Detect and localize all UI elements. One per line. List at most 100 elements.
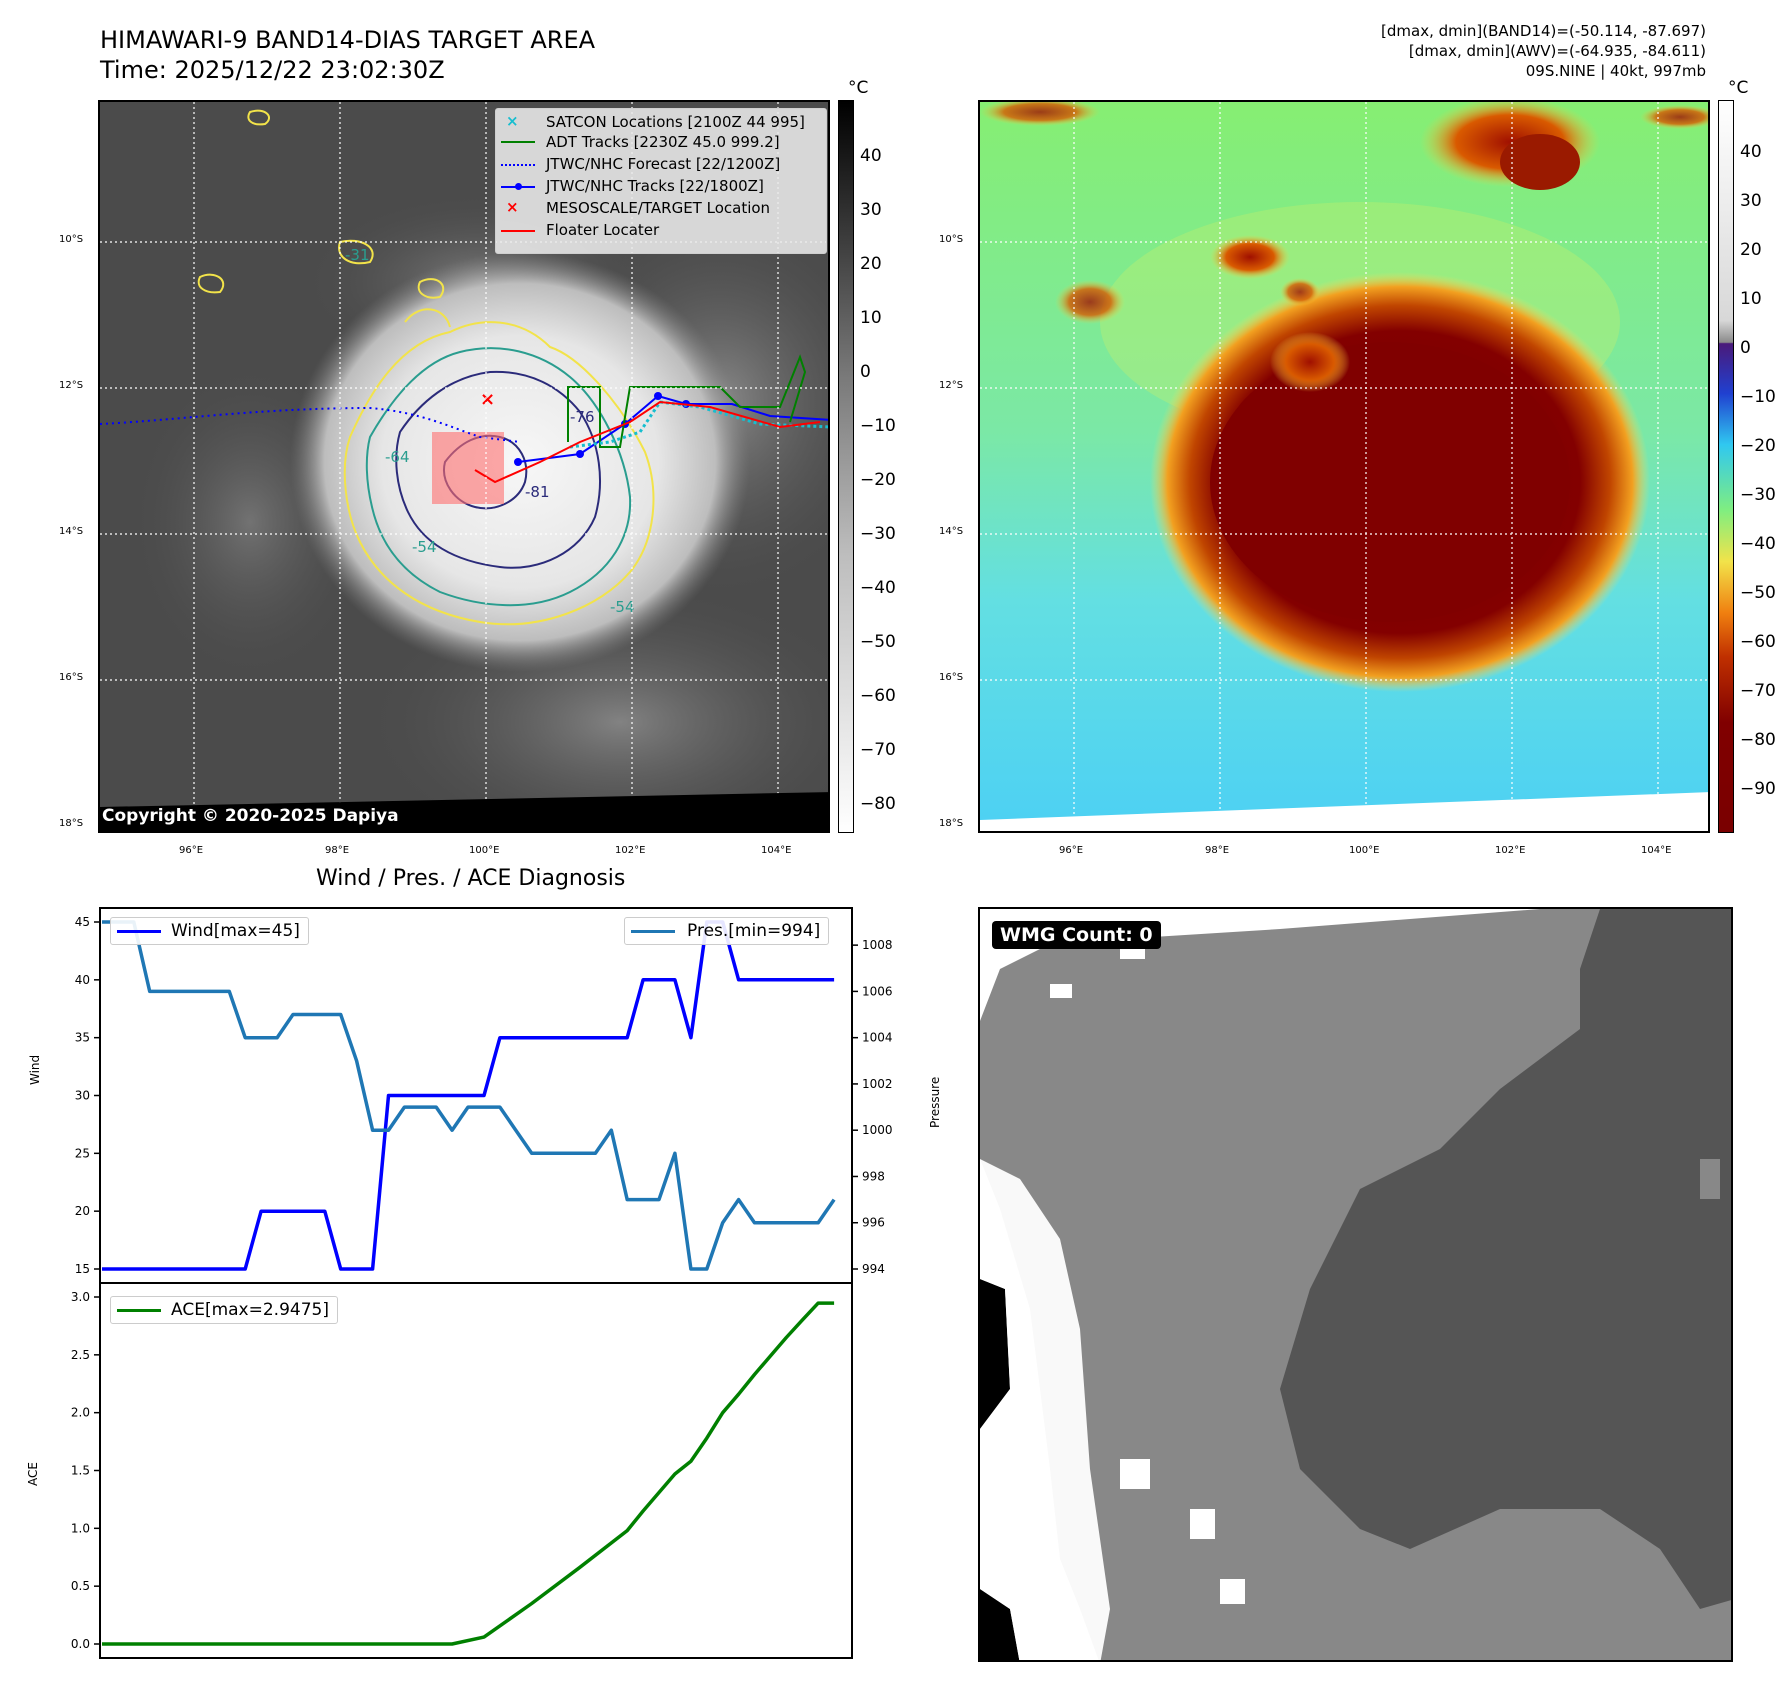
satcon-track <box>569 400 828 449</box>
ir-cb-tick: 0 <box>860 362 871 382</box>
floater-legend-icon <box>501 230 535 232</box>
y-tick-label: 35 <box>75 1031 90 1045</box>
ir-cb-tick: −30 <box>860 524 896 544</box>
lat-tick: 10°S <box>939 234 964 245</box>
ir-cb-tick: −70 <box>860 740 896 760</box>
lon-tick: 96°E <box>1059 845 1084 856</box>
pressure-legend-label: Pres.[min=994] <box>687 921 821 941</box>
lon-tick: 104°E <box>1641 845 1672 856</box>
enh-cb-tick: −20 <box>1740 436 1776 456</box>
ir-cb-tick: −20 <box>860 470 896 490</box>
y2-tick-label: 996 <box>862 1216 885 1230</box>
enh-cb-tick: −40 <box>1740 534 1776 554</box>
figure-time: Time: 2025/12/22 23:02:30Z <box>100 56 445 84</box>
lat-tick: 14°S <box>939 526 964 537</box>
y2-tick-label: 1004 <box>862 1031 893 1045</box>
ir-colorbar <box>838 100 854 833</box>
contour-label: -54 <box>412 538 437 556</box>
lon-tick: 98°E <box>1205 845 1230 856</box>
floater-track <box>474 400 821 484</box>
enh-cb-tick: −70 <box>1740 681 1776 701</box>
diagnosis-title: Wind / Pres. / ACE Diagnosis <box>316 866 626 891</box>
lat-tick: 16°S <box>59 672 84 683</box>
diagnosis-chart: 15 20 25 30 35 40 45 994 996 998 1000 1002 1004 1006 1… <box>71 907 893 1659</box>
enh-cb-tick: −10 <box>1740 387 1776 407</box>
pressure-legend: Pres.[min=994] <box>624 917 830 945</box>
y-tick-label: 0.5 <box>71 1579 90 1593</box>
ir-cb-tick: −60 <box>860 686 896 706</box>
lat-tick: 12°S <box>939 380 964 391</box>
y2-tick-label: 1000 <box>862 1123 893 1137</box>
enh-cb-tick: 30 <box>1740 191 1762 211</box>
y2-tick-label: 1002 <box>862 1077 893 1091</box>
legend-jtwc: JTWC/NHC Tracks [22/1800Z] <box>546 177 764 195</box>
ir-colorbar-unit: °C <box>848 78 869 98</box>
ace-series-line <box>102 1301 835 1646</box>
y-tick-label: 1.5 <box>71 1464 90 1478</box>
enh-cb-tick: −30 <box>1740 485 1776 505</box>
lon-tick: 102°E <box>615 845 646 856</box>
wmg-image <box>980 909 1731 1660</box>
pressure-axis-label: Pressure <box>928 1076 942 1128</box>
legend-floater: Floater Locater <box>546 221 660 239</box>
adt-legend-icon <box>501 141 535 143</box>
pressure-legend-line <box>631 930 675 933</box>
lat-tick: 18°S <box>939 818 964 829</box>
ir-cb-tick: −10 <box>860 416 896 436</box>
jtwc-legend-dot <box>515 183 522 190</box>
ace-legend: ACE[max=2.9475] <box>110 1296 338 1324</box>
y-tick-label: 30 <box>75 1089 90 1103</box>
lon-tick: 96°E <box>179 845 204 856</box>
y-tick-label: 2.0 <box>71 1406 90 1420</box>
lat-tick: 14°S <box>59 526 84 537</box>
jtwc-track <box>517 394 828 463</box>
band14-range: [dmax, dmin](BAND14)=(-50.114, -87.697) <box>1381 22 1706 40</box>
y2-tick-label: 998 <box>862 1169 885 1183</box>
y-tick-label: 2.5 <box>71 1348 90 1362</box>
wmg-count-badge: WMG Count: 0 <box>992 921 1161 949</box>
lon-tick: 104°E <box>761 845 792 856</box>
awv-range: [dmax, dmin](AWV)=(-64.935, -84.611) <box>1408 42 1706 60</box>
figure-title: HIMAWARI-9 BAND14-DIAS TARGET AREA <box>100 26 596 54</box>
satcon-legend-icon: × <box>506 112 519 130</box>
y2-tick-label: 1006 <box>862 984 893 998</box>
contour-label: -54 <box>610 598 635 616</box>
lat-tick: 12°S <box>59 380 84 391</box>
legend-target: MESOSCALE/TARGET Location <box>546 199 771 217</box>
y-tick-label: 3.0 <box>71 1290 90 1304</box>
ir-cb-tick: −80 <box>860 794 896 814</box>
plot-frame <box>99 1282 853 1659</box>
wind-legend-line <box>117 930 161 933</box>
contour-label: -76 <box>570 408 595 426</box>
ir-cb-tick: 40 <box>860 146 882 166</box>
ace-plot: 0.0 0.5 1.0 1.5 2.0 2.5 3.0 <box>71 1282 853 1659</box>
enhanced-satellite-panel <box>978 100 1710 833</box>
enh-cb-tick: −80 <box>1740 730 1776 750</box>
contour-label: -81 <box>525 483 550 501</box>
ir-grid <box>100 102 828 831</box>
contour-label: -31 <box>345 246 370 264</box>
ir-cb-tick: 20 <box>860 254 882 274</box>
legend-adt: ADT Tracks [2230Z 45.0 999.2] <box>546 133 780 151</box>
enh-cb-tick: 10 <box>1740 289 1762 309</box>
wind-legend: Wind[max=45] <box>110 917 309 945</box>
wmg-panel: WMG Count: 0 <box>978 907 1733 1662</box>
lat-tick: 10°S <box>59 234 84 245</box>
y-tick-label: 15 <box>75 1262 90 1276</box>
wind-legend-label: Wind[max=45] <box>171 921 300 941</box>
target-area-box <box>432 432 504 504</box>
lat-tick: 18°S <box>59 818 84 829</box>
y2-tick-label: 994 <box>862 1262 885 1276</box>
ace-legend-line <box>117 1309 161 1312</box>
ir-legend: × SATCON Locations [2100Z 44 995] ADT Tr… <box>495 108 827 254</box>
ir-cb-tick: 30 <box>860 200 882 220</box>
wind-pressure-plot: 15 20 25 30 35 40 45 994 996 998 1000 1002 1004 1006 1… <box>75 907 893 1284</box>
lon-tick: 102°E <box>1495 845 1526 856</box>
legend-satcon: SATCON Locations [2100Z 44 995] <box>546 113 805 131</box>
adt-track <box>567 354 807 448</box>
lat-tick: 16°S <box>939 672 964 683</box>
ace-axis-label: ACE <box>26 1462 40 1486</box>
lon-tick: 100°E <box>1349 845 1380 856</box>
pressure-series-line <box>102 920 836 1271</box>
enhanced-colorbar <box>1718 100 1734 833</box>
